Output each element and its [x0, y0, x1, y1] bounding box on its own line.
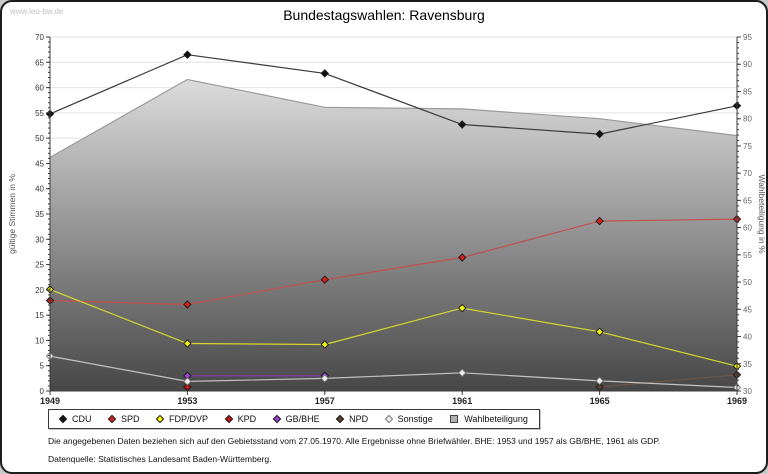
left-axis-tick-label: 70	[35, 33, 44, 42]
left-axis-title: gültige Stimmen in %	[7, 174, 17, 254]
left-axis-tick-label: 40	[35, 185, 44, 194]
series-fdp-dvp	[45, 285, 742, 371]
diamond-marker-icon	[155, 414, 165, 424]
right-axis-tick-label: 70	[743, 169, 752, 178]
x-axis-year-label: 1949	[40, 396, 60, 404]
right-axis-tick-label: 30	[743, 387, 752, 396]
data-point-fdp-dvp	[320, 340, 330, 349]
x-axis-year-label: 1957	[315, 396, 335, 404]
right-axis-tick-label: 65	[743, 196, 752, 205]
legend-item-wahlbeteiligung: Wahlbeteiligung	[450, 414, 528, 424]
legend-item-sonstige: Sonstige	[384, 414, 433, 424]
data-point-spd	[595, 216, 604, 226]
left-axis-tick-label: 15	[35, 311, 44, 320]
right-axis-tick-label: 75	[743, 142, 752, 151]
left-axis-tick-label: 45	[35, 159, 44, 168]
legend-item-label: FDP/DVP	[169, 414, 209, 424]
data-point-cdu	[595, 129, 604, 139]
diamond-marker-icon	[107, 414, 117, 424]
data-point-fdp-dvp	[595, 327, 604, 337]
data-point-cdu	[183, 50, 192, 59]
data-point-spd	[457, 253, 467, 262]
data-point-sonstige	[595, 376, 604, 386]
left-axis-ticks: 0 5 10 15 20 25 30 35 40 45 50 55 60 65 70	[35, 33, 50, 396]
data-point-fdp-dvp	[183, 339, 192, 348]
x-axis-year-label: 1969	[727, 396, 747, 404]
diamond-marker-icon	[272, 414, 281, 424]
left-axis-tick-label: 60	[35, 84, 44, 93]
watermark-link: www.leo-bw.de	[10, 7, 64, 16]
data-point-cdu	[457, 120, 467, 129]
chart-legend: CDU SPD FDP/DVP KPD GB/BHE NPD Sonstige Wahlbet…	[48, 409, 540, 429]
x-axis-year-label: 1965	[590, 396, 610, 404]
legend-item-fdp-dvp: FDP/DVP	[155, 414, 209, 424]
footnote-gebietsstand: Die angegebenen Daten beziehen sich auf …	[48, 436, 661, 446]
data-point-spd	[320, 275, 330, 284]
left-axis-tick-label: 30	[35, 235, 44, 244]
left-axis-tick-label: 25	[35, 261, 44, 270]
x-axis-ticks: 1949 1953 1957 1961 1965 1969	[40, 391, 747, 404]
diamond-marker-icon	[224, 414, 233, 424]
left-axis-tick-label: 5	[40, 362, 45, 371]
legend-item-spd: SPD	[107, 414, 140, 424]
right-axis-tick-label: 90	[743, 60, 752, 69]
legend-item-gb-bhe: GB/BHE	[272, 414, 320, 424]
diamond-marker-icon	[384, 414, 393, 424]
footnote-datenquelle: Datenquelle: Statistisches Landesamt Bad…	[48, 454, 272, 464]
legend-item-cdu: CDU	[58, 414, 92, 424]
legend-item-label: GB/BHE	[285, 414, 320, 424]
legend-item-label: CDU	[72, 414, 92, 424]
election-chart: 0 5 10 15 20 25 30 35 40 45 50 55 60 65 70 30 35 40 45 50 55…	[7, 33, 767, 404]
data-point-fdp-dvp	[457, 303, 467, 313]
left-axis-tick-label: 55	[35, 109, 44, 118]
legend-item-label: Wahlbeteiligung	[464, 414, 528, 424]
legend-item-kpd: KPD	[224, 414, 257, 424]
right-axis-title: Wahlbeteiligung in %	[757, 174, 767, 254]
legend-item-label: NPD	[349, 414, 369, 424]
data-point-sonstige	[183, 377, 192, 386]
page-title: Bundestagswahlen: Ravensburg	[283, 7, 485, 23]
left-axis-tick-label: 0	[40, 387, 45, 396]
x-axis-year-label: 1953	[177, 396, 197, 404]
right-axis-tick-label: 35	[743, 360, 752, 369]
right-axis-tick-label: 85	[743, 87, 752, 96]
left-axis-tick-label: 20	[35, 286, 44, 295]
right-axis-tick-label: 80	[743, 115, 752, 124]
square-marker-icon	[450, 415, 459, 423]
data-point-spd	[183, 300, 192, 309]
left-axis-tick-label: 65	[35, 58, 44, 67]
left-axis-tick-label: 35	[35, 210, 44, 219]
right-axis-tick-label: 50	[743, 278, 752, 287]
right-axis-tick-label: 55	[743, 251, 752, 260]
right-axis-tick-label: 40	[743, 333, 752, 342]
legend-item-npd: NPD	[335, 414, 369, 424]
data-point-sonstige	[320, 374, 330, 383]
right-axis-tick-label: 95	[743, 33, 752, 42]
right-axis-tick-label: 60	[743, 224, 752, 233]
legend-item-label: SPD	[121, 414, 140, 424]
diamond-marker-icon	[335, 414, 345, 424]
right-axis-ticks: 30 35 40 45 50 55 60 65 70 75 80 85 90 95	[737, 33, 752, 396]
series-npd	[595, 370, 742, 392]
participation-area	[49, 78, 738, 391]
right-axis-tick-label: 45	[743, 305, 752, 314]
left-axis-tick-label: 10	[35, 336, 44, 345]
left-axis-tick-label: 50	[35, 134, 44, 143]
data-point-cdu	[320, 69, 330, 78]
x-axis-year-label: 1961	[452, 396, 472, 404]
diamond-marker-icon	[58, 414, 68, 424]
legend-item-label: Sonstige	[397, 414, 433, 424]
legend-item-label: KPD	[237, 414, 257, 424]
data-point-sonstige	[457, 368, 467, 378]
